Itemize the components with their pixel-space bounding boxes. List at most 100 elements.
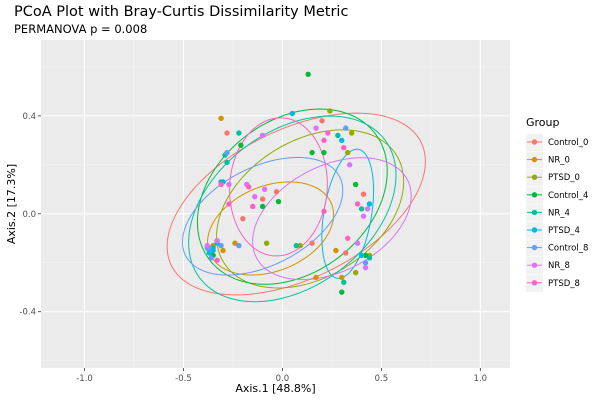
- point-nr-8: [354, 240, 361, 246]
- legend-key-point: [531, 139, 538, 145]
- point-control-4: [352, 181, 359, 188]
- point-control-8: [218, 242, 224, 249]
- point-ptsd-8: [341, 145, 347, 151]
- y-axis-title: Axis.2 [17.3%]: [5, 164, 18, 244]
- point-ptsd-8: [345, 235, 351, 241]
- point-nr-4: [293, 242, 299, 249]
- point-nr-8: [226, 181, 232, 188]
- point-ptsd-4: [358, 252, 365, 259]
- ellipse-control-8: [181, 156, 344, 276]
- point-control-8: [236, 242, 242, 249]
- point-nr-8: [313, 125, 319, 131]
- point-control-4: [305, 71, 311, 77]
- point-ptsd-0: [263, 240, 270, 246]
- point-control-4: [259, 203, 266, 210]
- legend-label-nr-4: NR_4: [548, 208, 570, 218]
- point-nr-4: [224, 159, 230, 166]
- legend-key-point: [531, 174, 538, 180]
- point-control-8: [362, 260, 369, 266]
- legend-key-point: [531, 192, 538, 198]
- chart-title: PCoA Plot with Bray-Curtis Dissimilarity…: [14, 4, 348, 20]
- point-control-0: [259, 196, 266, 202]
- legend: Group Control_0 NR_0 PTSD_0 Control_4 NR_4 PT…: [526, 116, 588, 292]
- legend-key-point: [531, 280, 538, 286]
- point-nr-8: [204, 242, 210, 249]
- chart-subtitle: PERMANOVA p = 0.008: [14, 22, 147, 36]
- point-control-4: [309, 149, 315, 156]
- legend-label-ptsd-0: PTSD_0: [548, 173, 580, 183]
- grid-major: [41, 40, 510, 368]
- point-control-0: [240, 215, 246, 222]
- point-control-0: [343, 250, 349, 256]
- x-axis-title: Axis.1 [48.8%]: [235, 382, 315, 395]
- ellipse-control-0: [166, 112, 426, 296]
- y-tick-label: 0.0: [22, 210, 36, 220]
- legend-label-nr-8: NR_8: [548, 261, 570, 271]
- point-control-0: [273, 189, 280, 195]
- point-control-4: [339, 289, 345, 295]
- legend-label-control-4: Control_4: [548, 191, 588, 201]
- point-nr-8: [364, 206, 371, 212]
- y-tick-label: -0.4: [19, 308, 36, 318]
- point-ptsd-4: [366, 201, 373, 207]
- point-ptsd-0: [345, 149, 351, 156]
- x-tick-label: -1.0: [76, 374, 93, 384]
- point-control-0: [224, 130, 230, 136]
- point-ptsd-0: [348, 130, 355, 136]
- point-control-8: [208, 255, 214, 261]
- x-tick-label: 1.0: [474, 374, 488, 384]
- point-ptsd-0: [327, 108, 333, 114]
- y-axis: -0.4 0.0 0.4: [19, 112, 41, 318]
- point-ptsd-8: [321, 137, 327, 144]
- point-nr-8: [252, 193, 258, 200]
- point-control-0: [309, 240, 315, 246]
- legend-key-point: [531, 209, 538, 216]
- point-ptsd-8: [250, 203, 256, 210]
- point-ptsd-8: [325, 130, 331, 136]
- point-nr-0: [339, 274, 345, 281]
- point-nr-8: [362, 264, 369, 271]
- point-control-4: [275, 198, 282, 205]
- legend-label-ptsd-8: PTSD_8: [548, 279, 580, 289]
- point-nr-0: [218, 115, 224, 122]
- point-ptsd-4: [206, 250, 212, 256]
- point-ptsd-8: [214, 257, 220, 263]
- point-nr-4: [335, 132, 341, 139]
- point-ptsd-4: [289, 110, 296, 117]
- point-nr-8: [360, 213, 367, 219]
- point-nr-0: [220, 247, 226, 254]
- point-nr-0: [333, 247, 339, 254]
- point-nr-4: [358, 206, 365, 212]
- point-nr-8: [261, 186, 268, 193]
- point-control-4: [362, 252, 369, 259]
- legend-key-point: [531, 156, 538, 163]
- point-control-0: [319, 118, 325, 124]
- legend-label-control-0: Control_0: [548, 138, 588, 148]
- point-ptsd-4: [339, 137, 345, 144]
- point-nr-8: [214, 238, 220, 244]
- point-ptsd-8: [321, 208, 327, 215]
- point-nr-4: [236, 130, 242, 136]
- legend-key-point: [531, 262, 538, 268]
- point-ptsd-8: [354, 201, 361, 207]
- point-ptsd-8: [226, 201, 232, 207]
- point-control-4: [238, 142, 244, 148]
- legend-label-nr-0: NR_0: [548, 156, 570, 166]
- legend-items: Control_0 NR_0 PTSD_0 Control_4 NR_4 PTSD_4 Co…: [526, 134, 588, 292]
- grid-minor: [41, 40, 510, 368]
- point-nr-4: [341, 279, 347, 286]
- point-control-4: [321, 149, 327, 156]
- points-layer: [204, 71, 373, 295]
- legend-label-ptsd-4: PTSD_4: [548, 226, 580, 236]
- x-tick-label: 0.5: [375, 374, 389, 384]
- point-nr-0: [232, 240, 238, 246]
- plot-panel: [41, 40, 510, 368]
- x-tick-label: -0.5: [175, 374, 192, 384]
- y-tick-label: 0.4: [22, 112, 36, 122]
- point-control-8: [343, 125, 349, 131]
- x-axis: -1.0 -0.5 0.0 0.5 1.0: [76, 368, 487, 384]
- legend-title: Group: [526, 116, 560, 129]
- point-nr-8: [259, 132, 266, 139]
- ellipse-nr-4: [188, 115, 397, 303]
- point-ptsd-8: [218, 181, 224, 188]
